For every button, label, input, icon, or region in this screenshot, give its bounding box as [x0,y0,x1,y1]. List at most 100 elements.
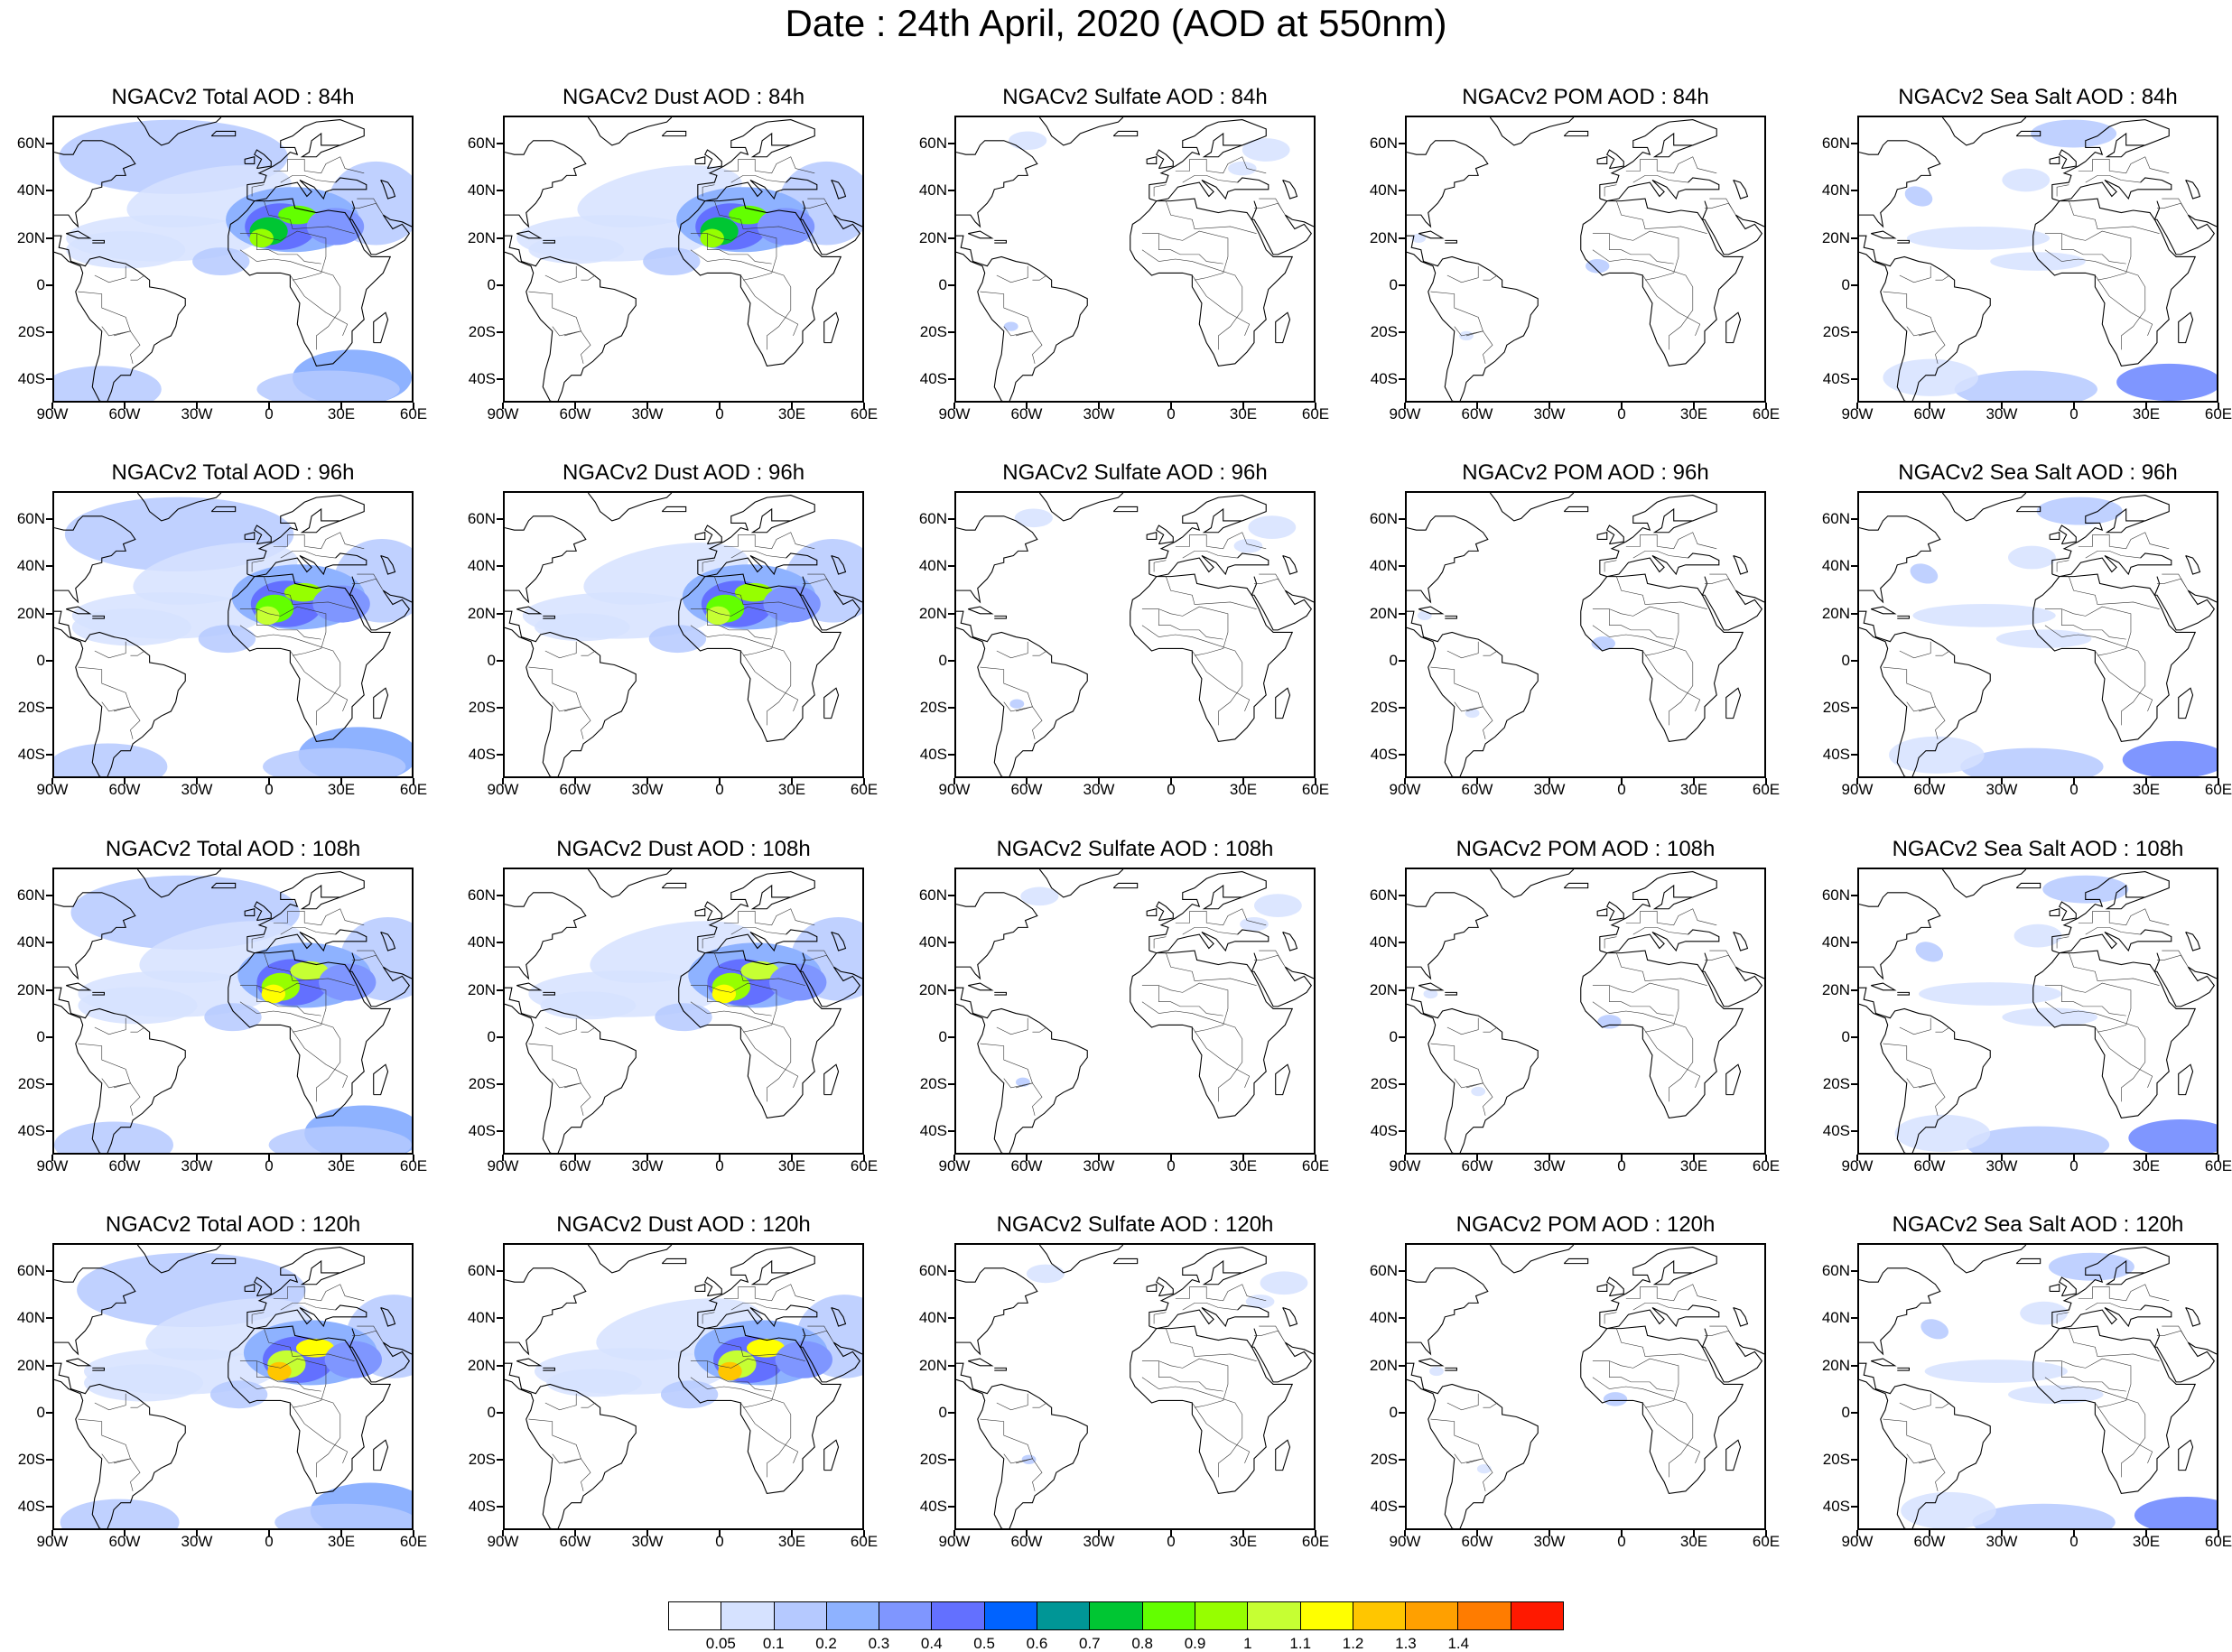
country-border [1616,200,1707,234]
lat-tick-mark [948,330,954,333]
lat-tick-label: 40S [1822,1121,1850,1139]
coastline [1282,1306,1298,1327]
country-border [280,551,336,559]
country-border [2061,985,2126,1016]
coastline [1038,493,1124,522]
aod-field [1603,1392,1628,1406]
coastline [694,156,706,164]
country-border [980,666,1033,712]
colorbar-label: 0.6 [1026,1635,1048,1652]
lat-tick-mark [497,659,503,662]
coastline [1112,882,1139,889]
country-border [528,1418,581,1464]
lat-tick-mark [46,942,52,944]
colorbar-swatch [669,1602,722,1629]
lat-tick-label: 60N [1821,510,1850,528]
country-border [1465,330,1493,364]
lon-tick-mark [2073,403,2075,409]
lat-tick-label: 60N [1369,1262,1398,1280]
lon-tick-label: 60E [850,1533,879,1550]
lat-tick-label: 60N [918,1262,947,1280]
lon-tick-label: 30E [2132,781,2161,798]
lat-tick-label: 60N [467,135,496,153]
coastline [799,1328,862,1383]
country-border [280,175,336,183]
aod-field [2036,497,2123,525]
country-border [78,291,131,337]
lon-tick-mark [953,1530,955,1536]
country-border [802,573,834,591]
country-border [690,606,777,656]
coastline [678,573,842,742]
lon-tick-mark [1242,403,1244,409]
country-border [714,1328,805,1361]
coastline [956,140,1038,228]
lat-tick-mark [497,895,503,897]
country-border [1609,985,1674,1016]
country-border [563,706,591,739]
map-panel-seasalt-120h: NGACv2 Sea Salt AOD : 120h 60N 40N 20N 0 20S 4… [1822,1212,2232,1550]
coastline [373,687,389,719]
country-border [1642,650,1701,712]
country-border [1704,950,1736,968]
country-border [1899,265,1931,283]
lat-tick-label: 20N [16,1356,45,1374]
country-border [290,1026,349,1089]
country-border [1153,560,1167,572]
coastline [956,610,1088,776]
lon-tick-mark [1856,1530,1858,1536]
lon-tick-label: 90W [938,1157,971,1174]
map-panel-total-96h: NGACv2 Total AOD : 96h 60N 40N 20N 0 20S 40S 90… [17,460,427,798]
lat-tick-mark [948,942,954,944]
aod-field [1411,233,1427,243]
coastline [54,892,136,980]
country-border [723,1284,815,1302]
coastline [1725,1063,1742,1096]
country-border [264,200,355,234]
lat-tick-mark [948,706,954,709]
country-border [1592,249,1694,350]
lon-tick-label: 30E [2132,1157,2161,1174]
lon-tick-mark [51,1155,53,1161]
country-border [239,606,327,656]
coastline [2015,882,2041,889]
lat-tick-mark [497,1411,503,1414]
country-border [581,1026,596,1033]
coastline [246,119,365,200]
lat-tick-label: 20S [468,1074,496,1092]
coastline [1407,610,1539,776]
lon-tick-mark [51,1530,53,1536]
country-border [544,265,577,283]
country-border [351,198,384,216]
country-border [1592,230,1679,281]
lat-tick-label: 0 [1389,651,1398,669]
aod-field [1254,894,1302,918]
lon-tick-label: 90W [1389,781,1421,798]
lon-tick-mark [2073,1530,2075,1536]
lon-tick-mark [502,778,504,784]
coastline [799,952,862,1007]
map-plot [52,1243,414,1530]
lat-tick-mark [497,1458,503,1461]
lat-tick-mark [46,377,52,380]
country-border [690,249,792,350]
lon-tick-mark [2145,1530,2147,1536]
lat-tick-mark [1851,565,1857,568]
aod-field [198,625,256,654]
lon-tick-label: 0 [1617,405,1626,422]
panel-title: NGACv2 Sulfate AOD : 108h [996,837,1274,861]
country-border [130,274,145,281]
lon-tick-label: 30E [327,781,356,798]
country-border [1632,175,1688,183]
aod-field [1586,259,1610,274]
country-border [1182,927,1238,935]
lat-tick-label: 40S [1370,369,1398,387]
coastline [1563,882,1589,889]
coastline [1599,1247,1717,1327]
country-border [1704,198,1736,216]
coastline [1282,931,1298,951]
lon-tick-mark [1098,1155,1100,1161]
colorbar-swatch [932,1602,985,1629]
aod-field [1260,1271,1308,1295]
panel-title: NGACv2 Sea Salt AOD : 96h [1898,460,2178,485]
